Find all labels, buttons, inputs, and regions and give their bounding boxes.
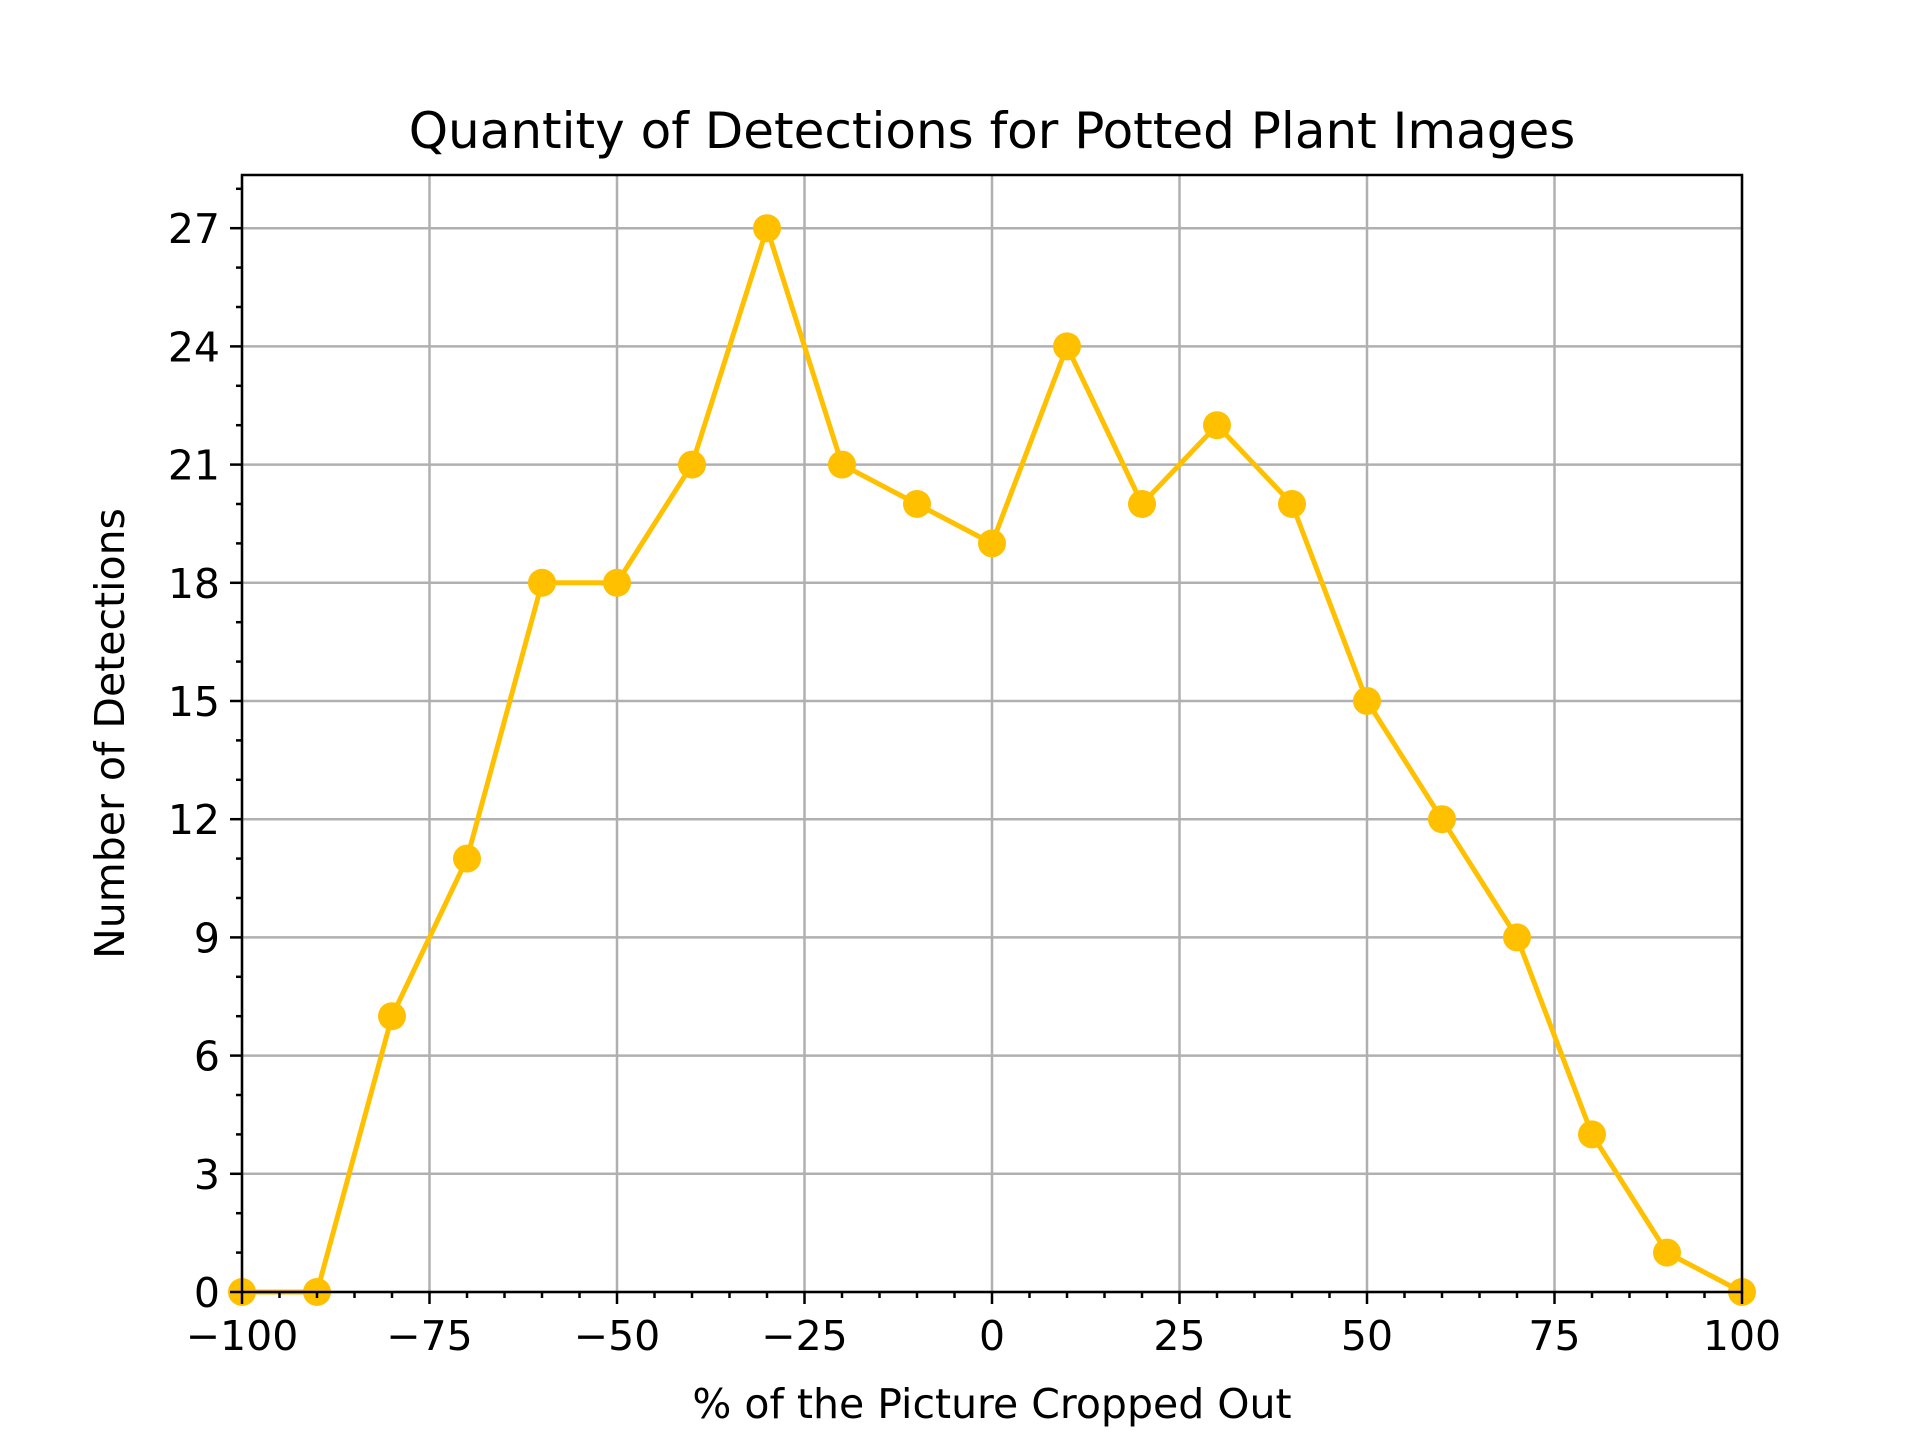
data-point [603, 568, 631, 597]
data-point [1278, 489, 1306, 518]
x-tick-label: 75 [1528, 1312, 1580, 1360]
data-point [1578, 1120, 1606, 1149]
data-point [828, 450, 856, 479]
data-point [1128, 489, 1156, 518]
y-tick-label: 27 [168, 205, 220, 253]
data-point [978, 529, 1006, 558]
y-tick-label: 0 [194, 1269, 220, 1317]
x-tick-label: 0 [979, 1312, 1005, 1360]
data-point [378, 1002, 406, 1031]
y-tick-label: 24 [168, 323, 220, 371]
x-tick-label: −75 [386, 1312, 473, 1360]
x-tick-label: 100 [1703, 1312, 1781, 1360]
y-tick-label: 3 [194, 1151, 220, 1199]
y-tick-label: 12 [168, 796, 220, 844]
data-point [1503, 923, 1531, 952]
data-point [903, 489, 931, 518]
data-point [1428, 805, 1456, 834]
y-tick-label: 21 [168, 442, 220, 490]
y-tick-label: 6 [194, 1033, 220, 1081]
data-point [678, 450, 706, 479]
data-point [1203, 411, 1231, 440]
x-tick-label: −100 [186, 1312, 299, 1360]
axis-ticks: −100 −75 −50 −25 0 25 50 75 100 0 3 6 9 12 15 18 21 24 27 [168, 187, 1781, 1360]
data-point [453, 844, 481, 873]
x-tick-label: −50 [574, 1312, 661, 1360]
grid [240, 175, 1744, 1294]
y-tick-label: 9 [194, 914, 220, 962]
x-axis-label: % of the Picture Cropped Out [692, 1380, 1291, 1428]
y-tick-label: 15 [168, 678, 220, 726]
x-tick-label: −25 [761, 1312, 848, 1360]
x-tick-label: 25 [1153, 1312, 1205, 1360]
data-point [1653, 1238, 1681, 1267]
chart-title: Quantity of Detections for Potted Plant … [409, 102, 1576, 160]
series-layer [228, 214, 1756, 1306]
y-tick-label: 18 [168, 560, 220, 608]
data-point [528, 568, 556, 597]
x-tick-label: 50 [1341, 1312, 1393, 1360]
data-point [753, 214, 781, 243]
y-axis-label: Number of Detections [86, 508, 134, 959]
data-point [1353, 686, 1381, 715]
data-point [1053, 332, 1081, 361]
